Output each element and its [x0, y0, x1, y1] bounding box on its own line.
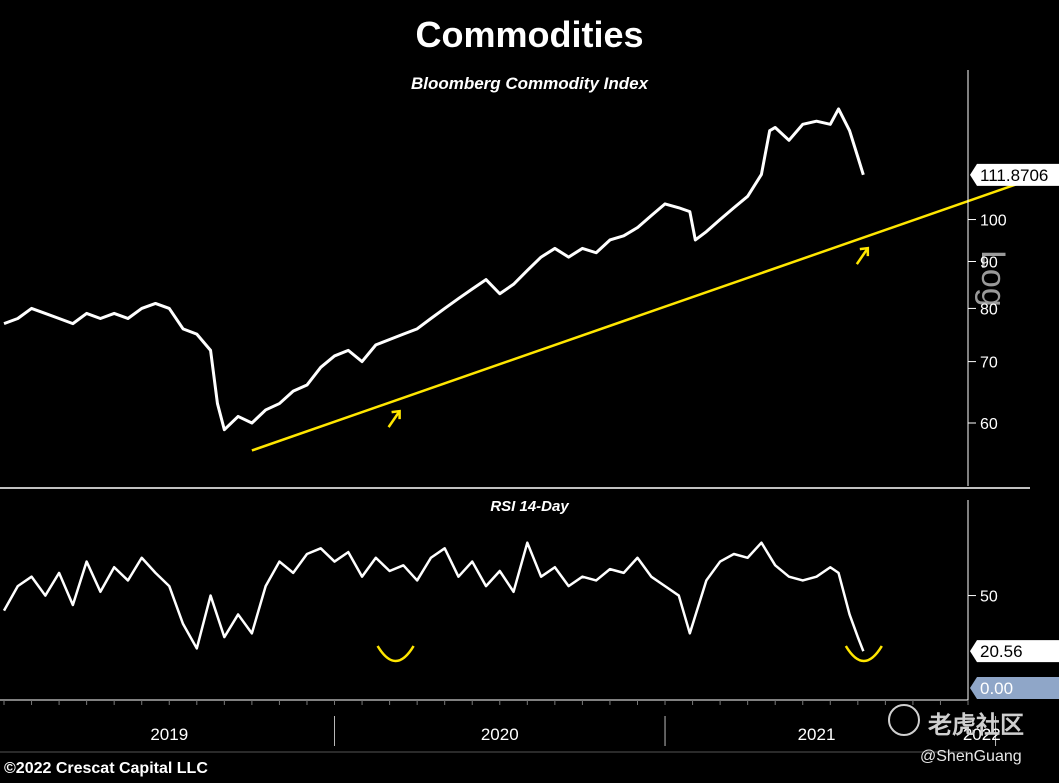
x-tick-label: 2021: [798, 725, 836, 744]
rsi-floor-label: 0.00: [980, 679, 1013, 698]
axis-layer: 60 70 80 90 100 111.8706 50 20.56 0.00 2019 2020 20…: [0, 70, 1059, 753]
price-y-tick-label: 60: [980, 416, 998, 433]
price-y-tick-label: 100: [980, 213, 1007, 230]
price-y-tick-label: 80: [980, 301, 998, 318]
rsi-last-value-label: 20.56: [980, 642, 1023, 661]
rsi-last-value-tag: 20.56: [970, 640, 1059, 663]
rsi-series-line: [2, 541, 865, 652]
price-last-value-tag: 111.8706: [970, 163, 1059, 186]
author-handle: @ShenGuang: [920, 748, 1022, 765]
x-tick-label: 2022: [963, 725, 1001, 744]
chart-subtitle: Bloomberg Commodity Index: [410, 74, 649, 93]
rsi-trough-marker: [844, 645, 883, 663]
rsi-y-tick-label: 50: [980, 589, 998, 606]
price-y-tick-label: 70: [980, 355, 998, 372]
watermark-icon: [888, 704, 920, 736]
price-series-line: [3, 107, 865, 432]
x-tick-label: 2020: [481, 725, 519, 744]
copyright-text: ©2022 Crescat Capital LLC: [4, 760, 208, 777]
price-last-value-label: 111.8706: [980, 166, 1048, 185]
rsi-floor-tag: 0.00: [970, 677, 1059, 699]
price-panel: [3, 107, 1059, 452]
price-y-tick-label: 90: [980, 255, 998, 272]
rsi-trough-marker: [376, 645, 415, 663]
trendline: [251, 168, 1059, 452]
rsi-panel: [2, 541, 883, 663]
watermark-text: 老虎社区: [928, 712, 1024, 739]
support-arrow: [855, 246, 870, 265]
x-tick-label: 2019: [150, 725, 188, 744]
rsi-title: RSI 14-Day: [490, 498, 569, 515]
chart-title: Commodities: [415, 14, 644, 55]
support-arrow: [387, 409, 401, 428]
